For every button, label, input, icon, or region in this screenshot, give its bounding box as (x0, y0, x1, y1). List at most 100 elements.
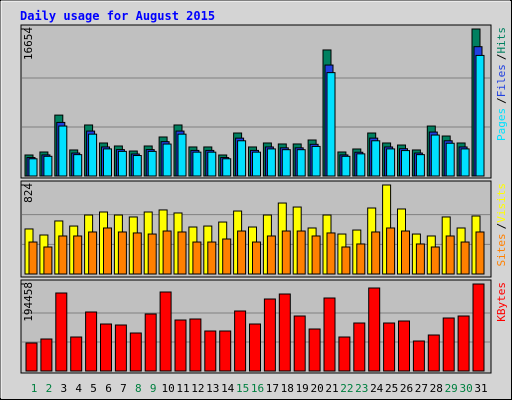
bar (40, 338, 53, 372)
bar (237, 230, 247, 275)
bar (460, 148, 470, 177)
bar (296, 230, 306, 275)
bar (85, 311, 98, 372)
bar (386, 148, 396, 177)
bar (159, 291, 172, 372)
bar (398, 320, 410, 372)
x-tick-label: 19 (296, 382, 309, 395)
bar (103, 148, 112, 177)
x-tick-label: 4 (75, 382, 82, 395)
bar (114, 324, 127, 372)
bar (88, 231, 98, 275)
bar (353, 322, 366, 372)
bar (338, 336, 351, 372)
legend-entry: Files (495, 64, 508, 97)
bar (234, 310, 247, 372)
legend-separator: / (495, 97, 508, 104)
x-tick-label: 12 (191, 382, 204, 395)
bar (117, 231, 127, 275)
x-tick-label: 7 (120, 382, 127, 395)
bar (219, 330, 232, 372)
bar (222, 158, 232, 177)
bar (132, 155, 142, 177)
bar (147, 150, 157, 177)
bar (192, 241, 202, 275)
bar (73, 235, 83, 275)
x-tick-label: 1 (31, 382, 38, 395)
legend-entry: Hits (495, 27, 508, 54)
bar (445, 142, 455, 177)
bar (281, 149, 291, 177)
bar (442, 317, 455, 372)
legend-separator: / (495, 54, 508, 61)
bar (308, 328, 321, 372)
bar (401, 230, 410, 275)
bar (311, 145, 321, 177)
legend: Pages/Files/Hits (495, 27, 508, 141)
bar (296, 149, 306, 177)
x-tick-label: 28 (430, 382, 443, 395)
x-tick-label: 27 (415, 382, 428, 395)
bar (100, 323, 112, 372)
bar (427, 334, 440, 372)
bar (237, 140, 247, 177)
bar (278, 293, 291, 372)
bar (28, 158, 38, 177)
x-tick-label: 24 (370, 382, 384, 395)
bar (192, 151, 202, 177)
bar (326, 72, 336, 177)
x-tick-label: 20 (310, 382, 323, 395)
bar (430, 134, 440, 177)
x-tick-label: 21 (325, 382, 338, 395)
x-tick-label: 18 (281, 382, 294, 395)
x-tick-label: 10 (161, 382, 174, 395)
legend-separator: / (495, 223, 508, 230)
x-tick-label: 5 (90, 382, 97, 395)
bar (341, 246, 351, 275)
bar (472, 283, 485, 372)
x-tick-label: 16 (251, 382, 264, 395)
bar (88, 133, 98, 177)
x-tick-label: 6 (105, 382, 112, 395)
x-tick-label: 30 (459, 382, 472, 395)
bar (55, 292, 68, 372)
bar (371, 140, 381, 177)
legend-entry: Visits (495, 183, 508, 223)
bar (356, 153, 366, 177)
bar (162, 143, 172, 177)
bar (341, 155, 351, 177)
bar (383, 322, 396, 372)
x-tick-label: 31 (474, 382, 487, 395)
bar (415, 154, 425, 177)
bar (207, 151, 217, 177)
bar (177, 231, 187, 275)
bar (43, 246, 53, 275)
bar (386, 227, 396, 275)
bar (207, 241, 217, 275)
bar (430, 246, 440, 275)
x-tick-label: 13 (206, 382, 219, 395)
x-tick-label: 22 (340, 382, 353, 395)
legend: Sites /Visits (495, 183, 508, 267)
bar (43, 155, 53, 177)
bar (73, 154, 83, 177)
bar (129, 332, 142, 372)
bar (475, 54, 485, 177)
x-tick-label: 2 (46, 382, 53, 395)
bar (252, 151, 261, 177)
x-tick-label: 11 (176, 382, 189, 395)
bar (28, 241, 38, 275)
legend-entry: Sites (495, 233, 508, 266)
bar (249, 323, 261, 372)
x-tick-label: 14 (221, 382, 235, 395)
x-tick-label: 9 (150, 382, 157, 395)
bar (162, 230, 172, 275)
bar (266, 148, 276, 177)
bar (263, 298, 276, 372)
legend-entry: Pages (495, 108, 508, 141)
bar (401, 150, 410, 177)
bar (25, 342, 38, 372)
bar (326, 232, 336, 275)
bar (445, 235, 455, 275)
